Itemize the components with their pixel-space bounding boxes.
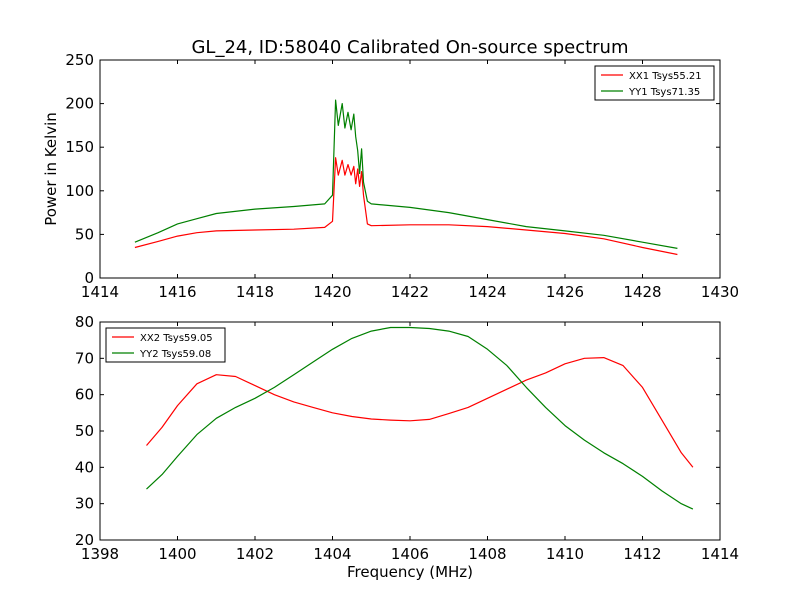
bottom-y-tick-label: 20	[75, 531, 94, 549]
bottom-spectrum-panel: 1398 1400 1402 1404 1406 1408 1410 1412 1414 20 30…	[75, 313, 739, 581]
bottom-y-tick-label: 60	[75, 386, 94, 404]
bottom-x-tick-label: 1402	[236, 545, 274, 563]
top-y-tick-label: 50	[75, 225, 94, 243]
top-y-tick-label: 250	[65, 51, 94, 69]
top-y-axis-label: Power in Kelvin	[42, 112, 60, 226]
top-x-tick-label: 1422	[391, 283, 429, 301]
top-series-layer	[134, 99, 678, 256]
bottom-series-1-line	[146, 357, 694, 468]
top-series-1-line	[134, 157, 678, 256]
bottom-legend-label-1: XX2 Tsys59.05	[140, 333, 213, 344]
top-x-tick-label: 1424	[468, 283, 506, 301]
top-legend-box	[594, 65, 715, 101]
top-y-tick-label: 150	[65, 138, 94, 156]
bottom-y-tick-label: 50	[75, 422, 94, 440]
top-x-tick-label: 1416	[158, 283, 196, 301]
top-y-tick-label: 0	[84, 269, 94, 287]
bottom-ticks-layer: 1398 1400 1402 1404 1406 1408 1410 1412 1414 20 30…	[75, 313, 739, 563]
bottom-y-tick-label: 80	[75, 313, 94, 331]
bottom-x-tick-label: 1410	[546, 545, 584, 563]
bottom-legend-box	[105, 327, 226, 363]
top-x-tick-label: 1426	[546, 283, 584, 301]
top-x-tick-label: 1430	[701, 283, 739, 301]
bottom-x-axis-label: Frequency (MHz)	[347, 563, 473, 581]
top-x-tick-label: 1414	[81, 283, 119, 301]
top-x-tick-label: 1420	[313, 283, 351, 301]
top-series-2-line	[134, 99, 678, 249]
bottom-legend: XX2 Tsys59.05 YY2 Tsys59.08	[105, 327, 226, 363]
bottom-y-tick-label: 30	[75, 495, 94, 513]
bottom-y-tick-label: 70	[75, 349, 94, 367]
bottom-y-tick-label: 40	[75, 458, 94, 476]
top-x-tick-label: 1428	[623, 283, 661, 301]
bottom-x-tick-label: 1400	[158, 545, 196, 563]
bottom-series-layer	[146, 326, 694, 510]
top-legend-label-1: XX1 Tsys55.21	[629, 71, 702, 82]
bottom-series-2-line	[146, 326, 694, 510]
top-y-tick-label: 100	[65, 182, 94, 200]
bottom-x-tick-label: 1408	[468, 545, 506, 563]
top-x-tick-label: 1418	[236, 283, 274, 301]
bottom-x-tick-label: 1406	[391, 545, 429, 563]
top-y-tick-label: 200	[65, 95, 94, 113]
bottom-x-tick-label: 1414	[701, 545, 739, 563]
figure-title: GL_24, ID:58040 Calibrated On-source spe…	[191, 37, 628, 58]
top-ticks-layer: 1414 1416 1418 1420 1422 1424 1426 1428 1430 0 50 1…	[65, 51, 739, 301]
bottom-legend-label-2: YY2 Tsys59.08	[139, 349, 211, 360]
bottom-x-tick-label: 1398	[81, 545, 119, 563]
bottom-x-tick-label: 1404	[313, 545, 351, 563]
bottom-x-tick-label: 1412	[623, 545, 661, 563]
top-legend-label-2: YY1 Tsys71.35	[628, 87, 700, 98]
top-legend: XX1 Tsys55.21 YY1 Tsys71.35	[594, 65, 715, 101]
top-spectrum-panel: 1414 1416 1418 1420 1422 1424 1426 1428 1430 0 50 1…	[42, 51, 739, 301]
